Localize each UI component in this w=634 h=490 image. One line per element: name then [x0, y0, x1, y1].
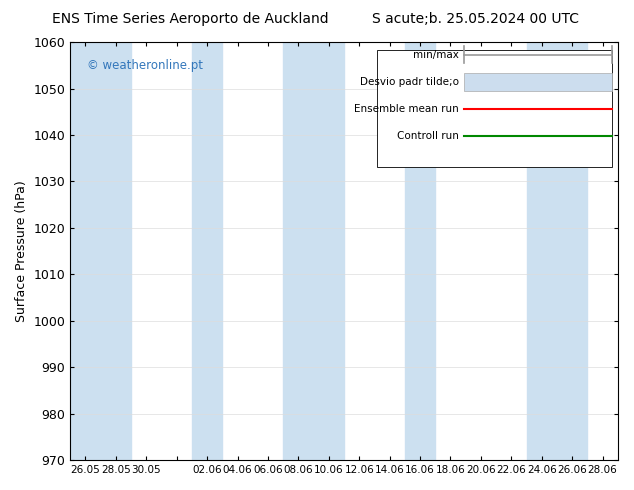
- Bar: [405, 42, 436, 460]
- Text: Controll run: Controll run: [397, 131, 459, 141]
- Bar: [557, 42, 587, 460]
- FancyBboxPatch shape: [465, 73, 612, 91]
- Text: min/max: min/max: [413, 49, 459, 60]
- FancyBboxPatch shape: [377, 50, 612, 168]
- Bar: [314, 42, 344, 460]
- Bar: [101, 42, 131, 460]
- Bar: [283, 42, 314, 460]
- Text: ENS Time Series Aeroporto de Auckland: ENS Time Series Aeroporto de Auckland: [52, 12, 328, 26]
- Bar: [526, 42, 557, 460]
- Text: Ensemble mean run: Ensemble mean run: [354, 104, 459, 114]
- Text: © weatheronline.pt: © weatheronline.pt: [87, 59, 203, 72]
- Y-axis label: Surface Pressure (hPa): Surface Pressure (hPa): [15, 180, 28, 322]
- Bar: [70, 42, 101, 460]
- Text: Desvio padr tilde;o: Desvio padr tilde;o: [360, 77, 459, 87]
- Bar: [192, 42, 223, 460]
- Text: S acute;b. 25.05.2024 00 UTC: S acute;b. 25.05.2024 00 UTC: [372, 12, 579, 26]
